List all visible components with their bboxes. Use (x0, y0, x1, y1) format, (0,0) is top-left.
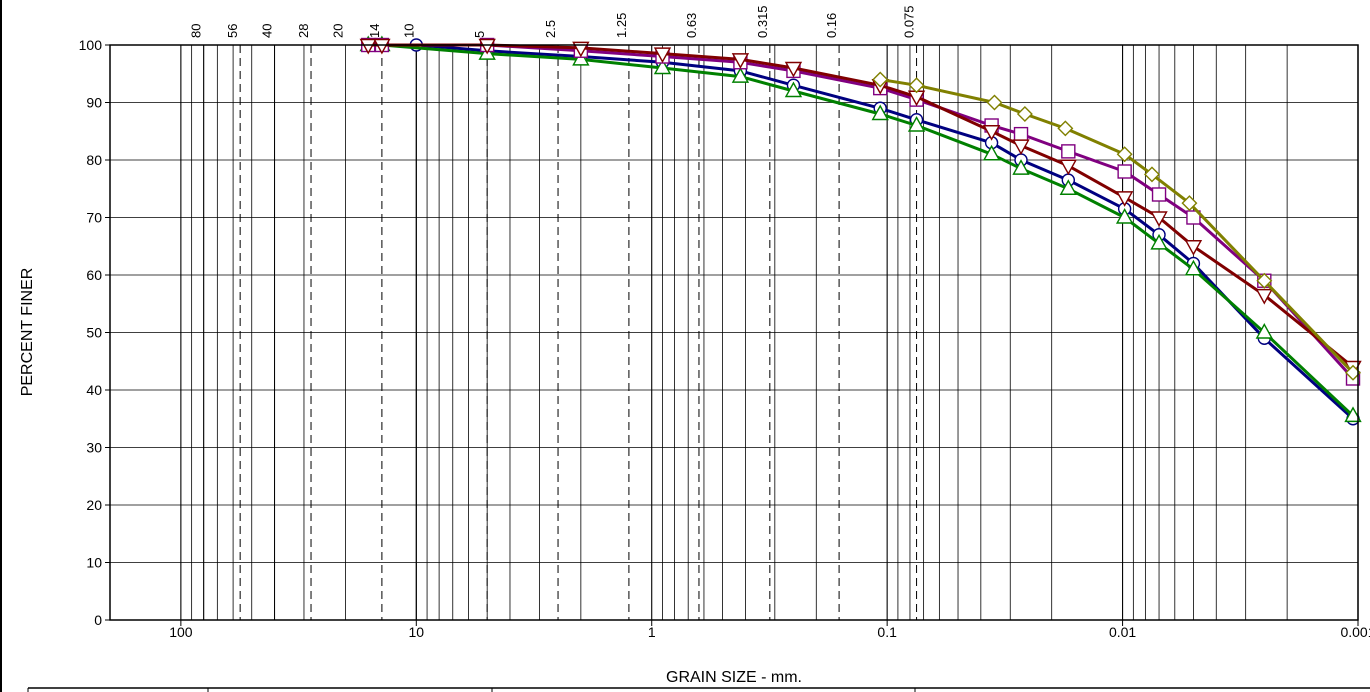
data-point-square (1061, 144, 1076, 159)
data-point-diamond (1057, 120, 1074, 137)
sieve-size-label: 80 (189, 24, 204, 38)
series-4 (359, 38, 1362, 377)
y-tick-label: 30 (86, 440, 102, 456)
data-point-triangle-down (373, 38, 391, 55)
sieve-size-label: 40 (260, 24, 275, 38)
data-point-triangle-down (1115, 191, 1134, 207)
y-tick-label: 40 (86, 382, 102, 398)
data-point-diamond (1256, 272, 1273, 289)
data-point-diamond (986, 94, 1003, 111)
y-tick-label: 90 (86, 95, 102, 111)
data-point-triangle-up (1184, 259, 1203, 276)
data-point-square (1151, 187, 1167, 202)
data-point-triangle-down (784, 61, 803, 78)
data-point-triangle-down (731, 53, 750, 69)
sieve-size-label: 5 (472, 31, 487, 38)
sieve-size-labels: 80 56 40 28 20 14 10 5 2.5 1.25 0.63 0.315 0.16 0.075 (189, 5, 917, 38)
sieve-reference-lines (203, 45, 918, 620)
sieve-size-label: 0.315 (755, 5, 770, 38)
series-line (368, 43, 1354, 369)
y-axis-label: PERCENT FINER (19, 268, 36, 397)
series-line (368, 43, 1355, 380)
data-point-triangle-up (1150, 233, 1168, 250)
sieve-size-label: 0.075 (902, 5, 917, 38)
x-tick-label: 10 (409, 624, 425, 640)
data-point-square (1013, 126, 1029, 142)
y-tick-label: 60 (86, 267, 102, 283)
x-tick-label: 1 (648, 624, 656, 640)
x-tick-label: 100 (169, 624, 193, 640)
data-point-triangle-down (653, 47, 672, 64)
data-point-triangle-down (982, 125, 1001, 141)
bottom-table-strip (27, 687, 1370, 692)
data-point-diamond (1143, 166, 1160, 183)
sieve-size-label: 14 (367, 24, 382, 38)
data-point-square (1186, 210, 1201, 225)
data-point-diamond (1016, 106, 1033, 122)
y-tick-label: 100 (79, 37, 103, 53)
y-tick-label: 80 (86, 152, 102, 168)
sieve-size-label: 28 (296, 24, 311, 38)
sieve-size-label: 56 (225, 24, 240, 38)
x-tick-label: 0.01 (1109, 624, 1136, 640)
data-point-diamond (872, 71, 889, 88)
data-point-triangle-up (1115, 208, 1134, 224)
data-point-diamond (1181, 195, 1198, 212)
y-tick-label: 20 (86, 497, 102, 513)
data-point-triangle-down (1150, 211, 1168, 227)
data-point-triangle-down (478, 38, 496, 55)
series-2 (359, 35, 1362, 423)
series-3 (361, 37, 1361, 386)
data-point-triangle-down (1184, 240, 1203, 256)
x-axis-label: GRAIN SIZE - mm. (666, 669, 802, 686)
series-line (879, 78, 1355, 374)
data-point-square (1117, 164, 1132, 179)
y-tick-label: 0 (94, 612, 102, 628)
series-5 (872, 71, 1362, 381)
data-point-triangle-down (1012, 139, 1030, 156)
y-tick-label: 50 (86, 325, 102, 341)
data-point-triangle-up (982, 144, 1001, 161)
x-axis-ticks: 100 10 1 0.1 0.01 0.001 (169, 620, 1370, 640)
data-point-triangle-up (731, 67, 750, 83)
x-tick-label: 0.001 (1340, 624, 1370, 640)
data-point-triangle-up (907, 116, 926, 132)
data-point-triangle-up (871, 104, 889, 121)
data-series (359, 35, 1362, 426)
sieve-size-label: 0.63 (684, 13, 699, 38)
data-point-triangle-up (1255, 323, 1274, 339)
data-point-triangle-up (1059, 179, 1078, 195)
sieve-size-label: 0.16 (824, 13, 839, 38)
sieve-size-label: 20 (330, 24, 345, 38)
data-point-diamond (1116, 146, 1133, 163)
sieve-size-label: 1.25 (614, 13, 629, 38)
data-point-triangle-down (1255, 288, 1274, 305)
series-line (368, 43, 1355, 417)
data-point-diamond (908, 77, 925, 94)
y-tick-label: 10 (86, 555, 102, 571)
data-point-triangle-up (572, 49, 590, 66)
y-axis-ticks: 0 10 20 30 40 50 60 70 80 90 100 (79, 37, 110, 628)
sieve-size-label: 10 (401, 24, 416, 38)
data-point-triangle-down (1059, 159, 1078, 176)
data-point-triangle-up (653, 58, 672, 75)
data-point-triangle-up (1012, 159, 1030, 175)
data-point-triangle-down (359, 38, 377, 55)
grid (109, 44, 1359, 621)
y-tick-label: 70 (86, 210, 102, 226)
data-point-triangle-up (784, 81, 803, 98)
data-point-triangle-up (1344, 406, 1362, 423)
sieve-size-label: 2.5 (543, 20, 558, 38)
x-tick-label: 0.1 (877, 624, 897, 640)
